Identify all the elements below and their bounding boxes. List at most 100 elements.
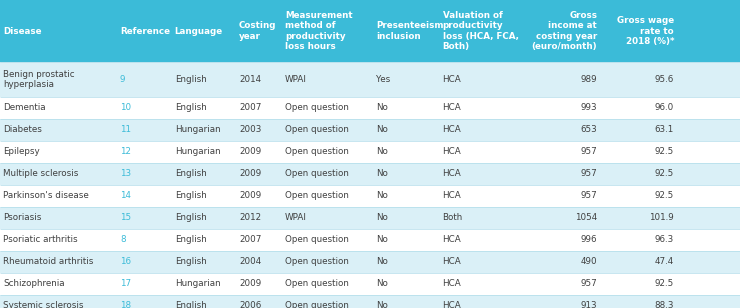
Text: 490: 490 — [580, 257, 597, 266]
Text: WPAI: WPAI — [285, 213, 307, 222]
Text: 92.5: 92.5 — [655, 279, 674, 289]
Bar — [0, 97, 740, 119]
Text: HCA: HCA — [443, 302, 461, 308]
Text: 2004: 2004 — [239, 257, 261, 266]
Text: Yes: Yes — [376, 75, 390, 84]
Text: 913: 913 — [580, 302, 597, 308]
Text: 2006: 2006 — [239, 302, 261, 308]
Text: English: English — [175, 192, 206, 201]
Text: Open question: Open question — [285, 257, 349, 266]
Text: 957: 957 — [580, 169, 597, 179]
Text: Gross wage
rate to
2018 (%)*: Gross wage rate to 2018 (%)* — [617, 16, 674, 46]
Text: Psoriasis: Psoriasis — [3, 213, 41, 222]
Text: 92.5: 92.5 — [655, 192, 674, 201]
Text: Diabetes: Diabetes — [3, 125, 42, 135]
Text: No: No — [376, 213, 388, 222]
Text: 96.3: 96.3 — [655, 236, 674, 245]
Text: 2007: 2007 — [239, 236, 261, 245]
Text: 47.4: 47.4 — [655, 257, 674, 266]
Bar — [0, 62, 740, 97]
Bar — [0, 207, 740, 229]
Text: Hungarian: Hungarian — [175, 148, 221, 156]
Text: 957: 957 — [580, 279, 597, 289]
Bar — [0, 119, 740, 141]
Bar — [0, 0, 740, 62]
Text: Both: Both — [443, 213, 462, 222]
Text: No: No — [376, 192, 388, 201]
Bar — [0, 251, 740, 273]
Text: HCA: HCA — [443, 279, 461, 289]
Text: Open question: Open question — [285, 192, 349, 201]
Bar — [0, 295, 740, 308]
Bar — [0, 185, 740, 207]
Text: 17: 17 — [120, 279, 131, 289]
Text: Measurement
method of
productivity
loss hours: Measurement method of productivity loss … — [285, 11, 352, 51]
Text: No: No — [376, 148, 388, 156]
Text: Parkinson's disease: Parkinson's disease — [3, 192, 89, 201]
Text: 63.1: 63.1 — [655, 125, 674, 135]
Text: Open question: Open question — [285, 125, 349, 135]
Text: Open question: Open question — [285, 103, 349, 112]
Text: HCA: HCA — [443, 236, 461, 245]
Text: 2009: 2009 — [239, 279, 261, 289]
Text: HCA: HCA — [443, 75, 461, 84]
Text: No: No — [376, 257, 388, 266]
Text: Valuation of
productivity
loss (HCA, FCA,
Both): Valuation of productivity loss (HCA, FCA… — [443, 11, 519, 51]
Text: 11: 11 — [120, 125, 131, 135]
Text: 993: 993 — [580, 103, 597, 112]
Text: 996: 996 — [581, 236, 597, 245]
Text: English: English — [175, 103, 206, 112]
Text: No: No — [376, 125, 388, 135]
Text: Open question: Open question — [285, 302, 349, 308]
Text: No: No — [376, 103, 388, 112]
Text: WPAI: WPAI — [285, 75, 307, 84]
Text: 101.9: 101.9 — [650, 213, 674, 222]
Text: 2007: 2007 — [239, 103, 261, 112]
Text: 2009: 2009 — [239, 148, 261, 156]
Text: HCA: HCA — [443, 103, 461, 112]
Text: Hungarian: Hungarian — [175, 279, 221, 289]
Text: Open question: Open question — [285, 236, 349, 245]
Text: 2012: 2012 — [239, 213, 261, 222]
Text: English: English — [175, 257, 206, 266]
Text: HCA: HCA — [443, 192, 461, 201]
Text: No: No — [376, 236, 388, 245]
Text: Disease: Disease — [3, 26, 41, 35]
Text: English: English — [175, 236, 206, 245]
Text: Epilepsy: Epilepsy — [3, 148, 40, 156]
Text: Hungarian: Hungarian — [175, 125, 221, 135]
Bar — [0, 229, 740, 251]
Text: 8: 8 — [120, 236, 126, 245]
Text: 653: 653 — [580, 125, 597, 135]
Text: English: English — [175, 75, 206, 84]
Bar — [0, 141, 740, 163]
Text: 14: 14 — [120, 192, 131, 201]
Text: Open question: Open question — [285, 148, 349, 156]
Text: Presenteeism
inclusion: Presenteeism inclusion — [376, 22, 443, 41]
Text: Benign prostatic
hyperplasia: Benign prostatic hyperplasia — [3, 70, 75, 89]
Text: No: No — [376, 169, 388, 179]
Text: 15: 15 — [120, 213, 131, 222]
Text: 2003: 2003 — [239, 125, 261, 135]
Text: Dementia: Dementia — [3, 103, 46, 112]
Text: 92.5: 92.5 — [655, 169, 674, 179]
Text: HCA: HCA — [443, 125, 461, 135]
Text: Multiple sclerosis: Multiple sclerosis — [3, 169, 78, 179]
Text: Open question: Open question — [285, 169, 349, 179]
Text: 989: 989 — [580, 75, 597, 84]
Text: HCA: HCA — [443, 148, 461, 156]
Text: Schizophrenia: Schizophrenia — [3, 279, 64, 289]
Text: 2009: 2009 — [239, 192, 261, 201]
Text: 957: 957 — [580, 148, 597, 156]
Text: 12: 12 — [120, 148, 131, 156]
Text: 2014: 2014 — [239, 75, 261, 84]
Text: 16: 16 — [120, 257, 131, 266]
Text: No: No — [376, 279, 388, 289]
Text: 88.3: 88.3 — [655, 302, 674, 308]
Text: 18: 18 — [120, 302, 131, 308]
Text: Gross
income at
costing year
(euro/month): Gross income at costing year (euro/month… — [531, 11, 597, 51]
Text: 92.5: 92.5 — [655, 148, 674, 156]
Text: Language: Language — [175, 26, 223, 35]
Text: HCA: HCA — [443, 257, 461, 266]
Text: English: English — [175, 213, 206, 222]
